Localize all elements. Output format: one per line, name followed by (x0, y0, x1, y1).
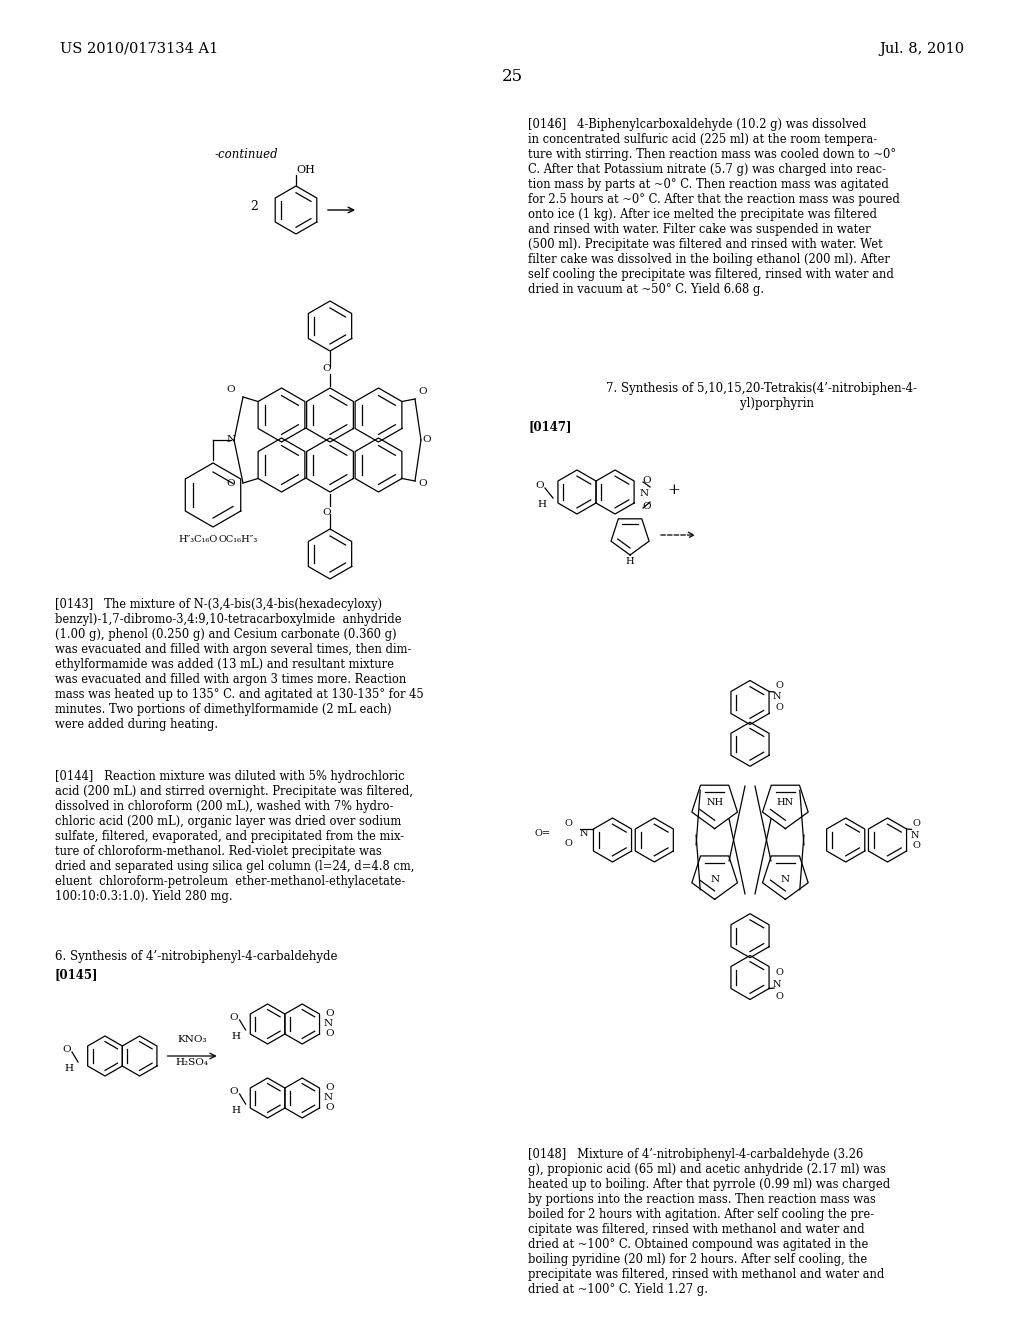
Text: [0147]: [0147] (528, 420, 571, 433)
Text: +: + (667, 483, 680, 498)
Text: H₂SO₄: H₂SO₄ (175, 1059, 209, 1067)
Text: 2: 2 (250, 201, 258, 214)
Text: H: H (63, 1064, 73, 1073)
Text: O: O (322, 508, 331, 517)
Text: N: N (773, 979, 781, 989)
Text: O: O (322, 364, 331, 374)
Text: [0144]   Reaction mixture was diluted with 5% hydrochloric
acid (200 mL) and sti: [0144] Reaction mixture was diluted with… (55, 770, 415, 903)
Text: N: N (639, 488, 648, 498)
Text: [0145]: [0145] (55, 968, 98, 981)
Text: O: O (226, 384, 236, 393)
Text: N: N (226, 436, 236, 445)
Text: HN: HN (777, 799, 794, 807)
Text: KNO₃: KNO₃ (177, 1035, 207, 1044)
Text: yl)porphyrin: yl)porphyrin (710, 397, 814, 411)
Text: O: O (229, 1088, 239, 1097)
Text: O: O (229, 1014, 239, 1023)
Text: O: O (62, 1045, 71, 1055)
Text: O: O (912, 841, 921, 850)
Text: NH: NH (707, 799, 723, 807)
Text: O: O (564, 838, 572, 847)
Text: O: O (775, 991, 783, 1001)
Text: N: N (773, 693, 781, 701)
Text: O: O (535, 480, 544, 490)
Text: 7. Synthesis of 5,10,15,20-Tetrakis(4’-nitrobiphen-4-: 7. Synthesis of 5,10,15,20-Tetrakis(4’-n… (606, 381, 918, 395)
Text: [0148]   Mixture of 4’-nitrobiphenyl-4-carbaldehyde (3.26
g), propionic acid (65: [0148] Mixture of 4’-nitrobiphenyl-4-car… (528, 1148, 890, 1296)
Text: H: H (231, 1106, 241, 1115)
Text: H: H (537, 500, 546, 510)
Text: H: H (231, 1032, 241, 1041)
Text: US 2010/0173134 A1: US 2010/0173134 A1 (60, 42, 218, 55)
Text: O: O (642, 502, 650, 511)
Text: [0143]   The mixture of N-(3,4-bis(3,4-bis(hexadecyloxy)
benzyl)-1,7-dibromo-3,4: [0143] The mixture of N-(3,4-bis(3,4-bis… (55, 598, 424, 731)
Text: N: N (324, 1093, 333, 1102)
Text: H: H (626, 557, 635, 566)
Text: -continued: -continued (215, 148, 279, 161)
Text: O: O (326, 1104, 334, 1113)
Text: N: N (780, 875, 790, 884)
Text: O: O (642, 477, 650, 484)
Text: O: O (564, 818, 572, 828)
Text: O: O (423, 436, 431, 445)
Text: 25: 25 (502, 69, 522, 84)
Text: O: O (326, 1008, 334, 1018)
Text: O: O (912, 818, 921, 828)
Text: OC₁₆H″₃: OC₁₆H″₃ (218, 535, 257, 544)
Text: O: O (419, 387, 427, 396)
Text: Jul. 8, 2010: Jul. 8, 2010 (879, 42, 964, 55)
Text: O: O (419, 479, 427, 487)
Text: O=: O= (535, 829, 551, 837)
Text: OH: OH (296, 165, 314, 176)
Text: O: O (775, 704, 783, 713)
Text: N: N (710, 875, 719, 884)
Text: [0146]   4-Biphenylcarboxaldehyde (10.2 g) was dissolved
in concentrated sulfuri: [0146] 4-Biphenylcarboxaldehyde (10.2 g)… (528, 117, 900, 296)
Text: 6. Synthesis of 4’-nitrobiphenyl-4-carbaldehyde: 6. Synthesis of 4’-nitrobiphenyl-4-carba… (55, 950, 338, 964)
Text: O: O (326, 1030, 334, 1039)
Text: N: N (910, 830, 919, 840)
Text: N: N (324, 1019, 333, 1028)
Text: O: O (775, 968, 783, 977)
Text: O: O (775, 681, 783, 690)
Text: H″₃C₁₆O: H″₃C₁₆O (178, 535, 217, 544)
Text: O: O (226, 479, 236, 487)
Text: N: N (580, 829, 588, 838)
Text: O: O (326, 1082, 334, 1092)
